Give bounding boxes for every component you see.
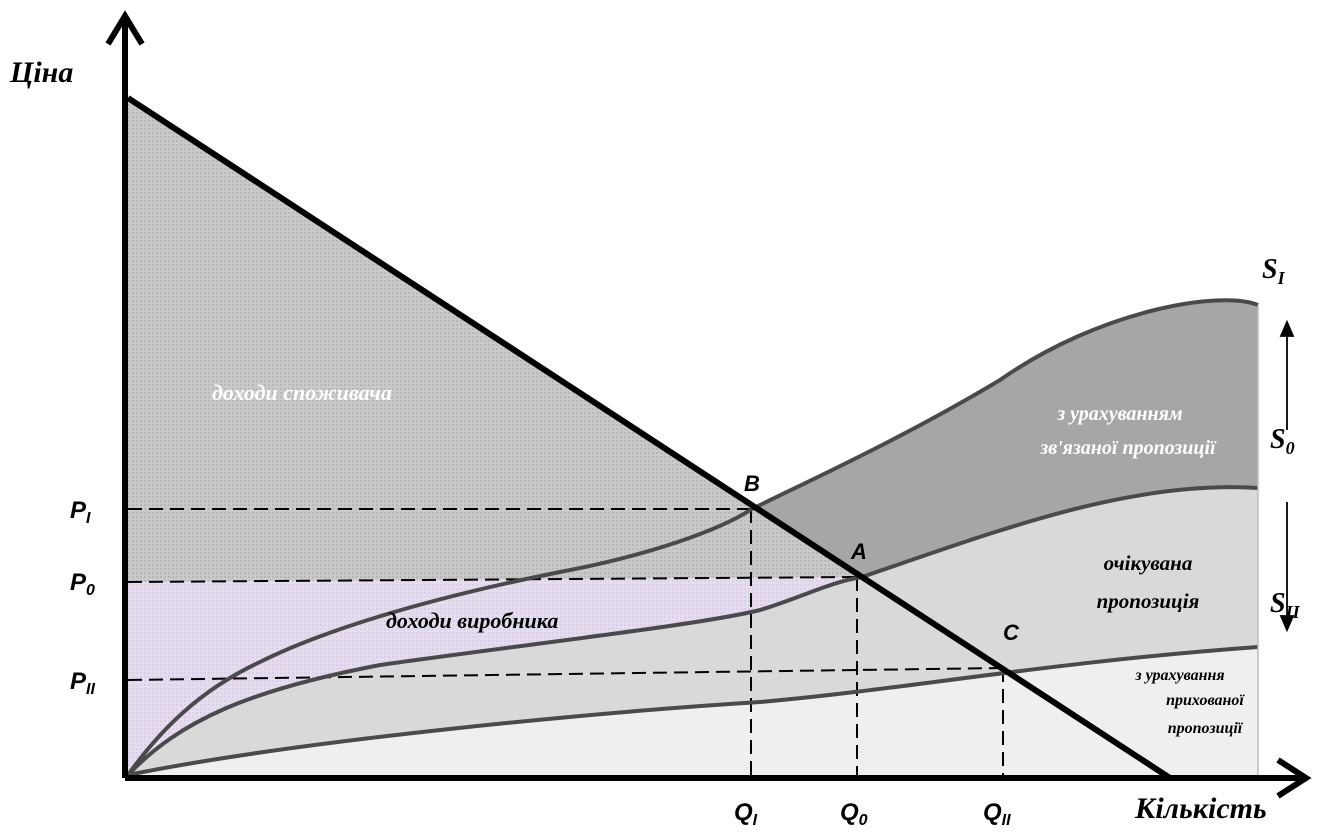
point-c: C [1003,620,1020,645]
region-hidden-supply [128,647,1258,775]
region-label-expected-2: пропозиція [1097,589,1200,613]
x-axis-label: Кількість [1134,792,1267,825]
label-p0: P0 [70,569,95,599]
label-q0: Q0 [840,799,868,829]
curve-s2 [127,645,1259,777]
label-s1: SI [1262,254,1286,288]
region-linked-supply [752,300,1258,577]
region-label-linked-2: зв'язаної пропозиції [1039,437,1217,459]
arrow-up-head [1279,319,1295,337]
dashed-guides [127,508,1004,775]
label-p2: PII [70,668,95,698]
x-axis-arrow [1276,757,1312,799]
axes [105,10,1312,799]
point-a: A [850,539,867,564]
label-s2: SII [1270,588,1301,622]
label-s0: S0 [1270,424,1295,458]
supply-curves [126,298,1259,777]
guide-p0 [127,576,863,583]
y-axis-arrow [105,10,145,46]
label-q1: QI [734,799,758,829]
arrow-down-head [1279,615,1295,633]
region-label-hidden-3: пропозиції [1168,720,1244,737]
region-label-producer: доходи виробника [386,608,558,633]
label-q2: QII [983,799,1011,829]
region-label-expected-1: очікувана [1104,551,1193,575]
region-label-hidden-1: з урахування [1134,667,1224,684]
region-label-linked-1: з урахуванням [1056,403,1183,425]
curve-s0 [126,485,1259,777]
point-b: B [744,471,760,496]
region-label-hidden-2: прихованої [1166,692,1245,709]
label-p1: PI [70,497,91,527]
demand-line [126,95,1172,781]
region-producer-dots [128,577,862,775]
shift-arrows [1279,319,1295,633]
curve-s1 [126,298,1259,777]
region-label-consumer: доходи споживача [212,380,392,405]
y-axis-label: Ціна [9,56,73,89]
region-expected-supply [128,487,1258,775]
